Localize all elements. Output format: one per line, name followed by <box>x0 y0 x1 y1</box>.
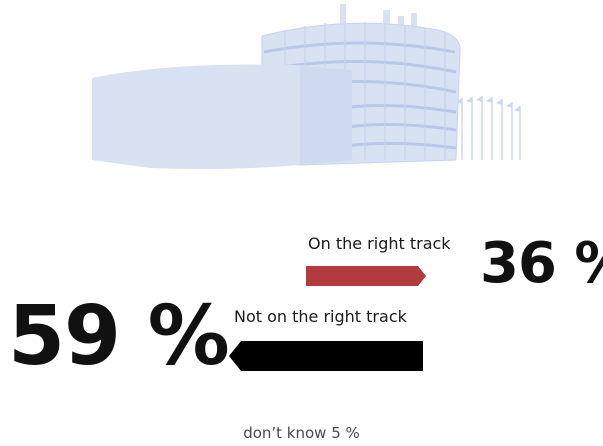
parliament-building-illustration <box>92 4 521 169</box>
dont-know-label: don’t know 5 % <box>243 424 360 442</box>
on-track-arrow-bar <box>306 266 426 286</box>
on-track-percentage: 36 % <box>480 231 603 296</box>
on-track-label: On the right track <box>308 234 451 253</box>
not-on-track-arrow-bar <box>229 341 423 371</box>
not-on-track-label: Not on the right track <box>234 307 407 326</box>
not-on-track-percentage: 59 % <box>8 289 230 384</box>
